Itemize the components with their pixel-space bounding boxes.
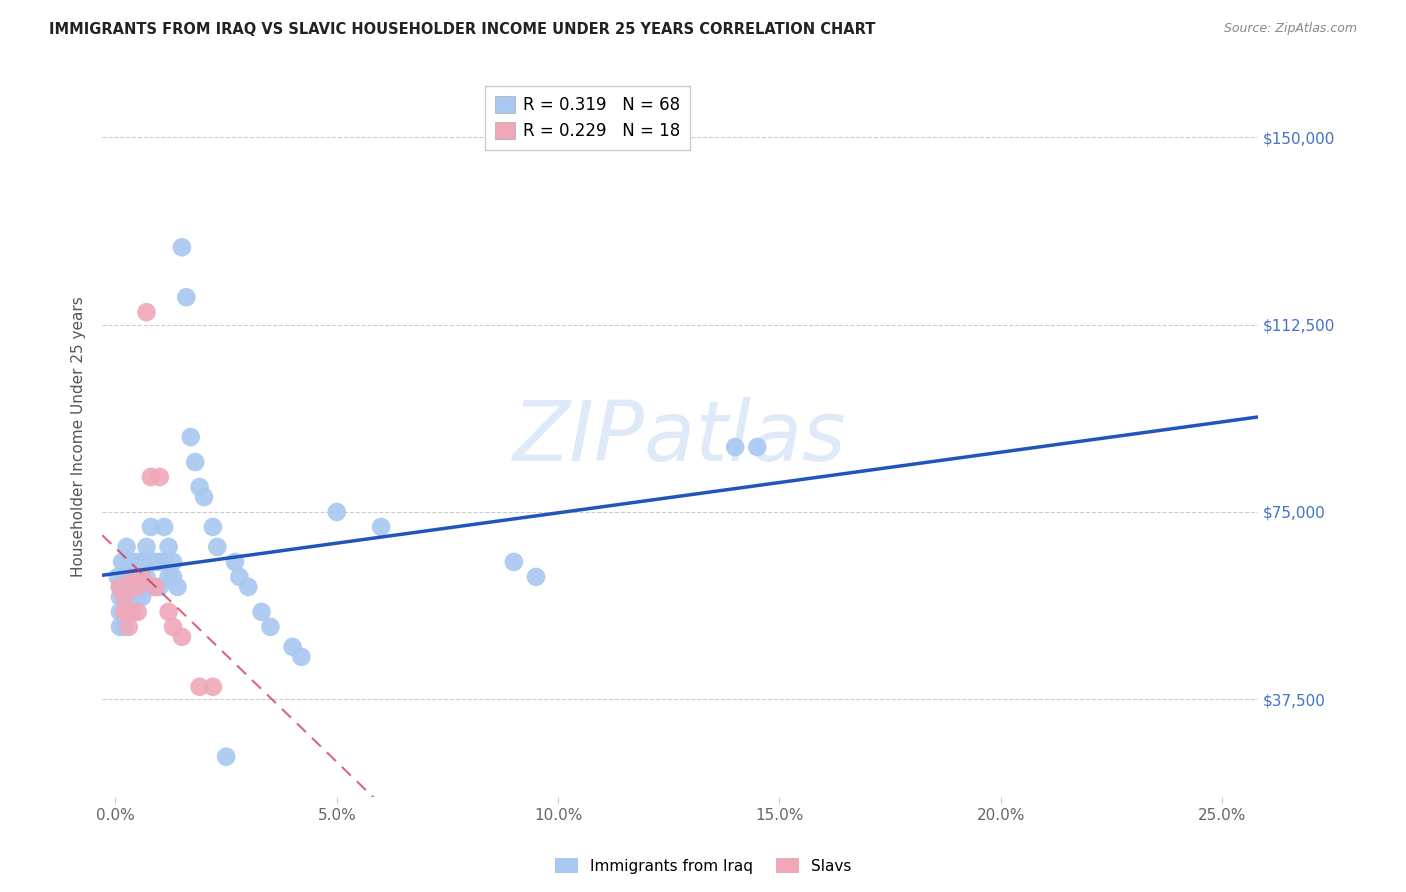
Point [153,555,176,569]
Point [166,580,188,594]
Point [135,540,157,554]
Point [124,555,146,569]
Point [180,430,202,444]
Point [118,580,141,594]
Point [524,570,547,584]
Point [207,540,229,554]
Point [112,605,135,619]
Point [224,555,246,569]
Point [107,570,129,584]
Point [157,540,180,554]
Point [115,540,138,554]
Point [122,570,145,584]
Point [157,570,180,584]
Point [162,555,184,569]
Point [108,590,131,604]
Point [502,555,524,569]
Point [131,570,153,584]
Point [131,555,153,569]
Point [747,440,769,454]
Point [724,440,747,454]
Point [139,470,162,484]
Point [153,520,176,534]
Point [122,570,145,584]
Point [139,555,162,569]
Point [149,555,172,569]
Point [111,555,134,569]
Legend: R = 0.319   N = 68, R = 0.229   N = 18: R = 0.319 N = 68, R = 0.229 N = 18 [485,86,690,151]
Point [118,555,141,569]
Point [290,649,312,664]
Point [281,640,304,654]
Point [139,520,162,534]
Point [127,605,149,619]
Point [135,305,157,319]
Point [143,555,166,569]
Point [112,620,135,634]
Point [127,580,149,594]
Point [127,570,149,584]
Point [122,605,145,619]
Point [127,590,149,604]
Point [127,580,149,594]
Point [118,620,141,634]
Point [215,749,238,764]
Point [238,580,260,594]
Point [201,520,224,534]
Point [112,570,135,584]
Point [118,590,141,604]
Point [143,580,166,594]
Point [108,620,131,634]
Point [228,570,250,584]
Point [162,570,184,584]
Text: IMMIGRANTS FROM IRAQ VS SLAVIC HOUSEHOLDER INCOME UNDER 25 YEARS CORRELATION CHA: IMMIGRANTS FROM IRAQ VS SLAVIC HOUSEHOLD… [49,22,876,37]
Point [118,605,141,619]
Point [131,570,153,584]
Point [108,605,131,619]
Point [112,580,135,594]
Point [176,290,198,304]
Point [326,505,349,519]
Point [188,680,211,694]
Point [149,580,172,594]
Point [120,555,142,569]
Point [149,470,172,484]
Point [250,605,273,619]
Point [162,620,184,634]
Point [118,570,141,584]
Legend: Immigrants from Iraq, Slavs: Immigrants from Iraq, Slavs [548,852,858,880]
Point [112,590,135,604]
Point [118,605,141,619]
Point [170,630,193,644]
Point [139,580,162,594]
Point [188,480,211,494]
Point [122,590,145,604]
Point [157,605,180,619]
Point [143,580,166,594]
Y-axis label: Householder Income Under 25 years: Householder Income Under 25 years [72,297,86,577]
Point [112,590,135,604]
Point [259,620,281,634]
Point [131,590,153,604]
Point [201,680,224,694]
Point [170,240,193,254]
Point [108,580,131,594]
Text: ZIPatlas: ZIPatlas [513,397,846,477]
Point [108,580,131,594]
Point [193,490,215,504]
Text: Source: ZipAtlas.com: Source: ZipAtlas.com [1223,22,1357,36]
Point [112,605,135,619]
Point [135,570,157,584]
Point [184,455,207,469]
Point [122,580,145,594]
Point [370,520,392,534]
